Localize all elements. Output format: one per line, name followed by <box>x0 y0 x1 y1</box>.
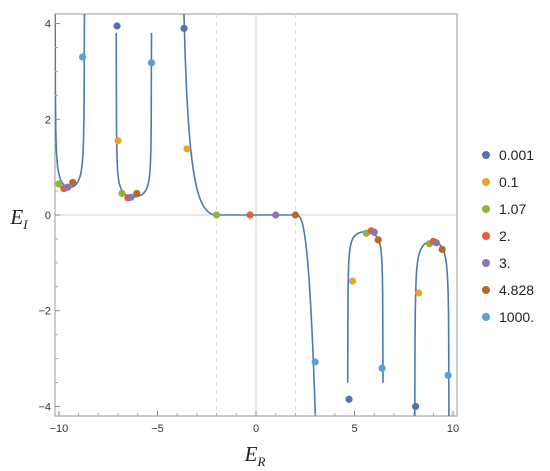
legend-label: 4.828 <box>499 282 534 298</box>
legend-label: 0.001 <box>499 147 534 163</box>
x-tick-label: 5 <box>351 423 357 435</box>
y-tick-label: −2 <box>38 306 51 318</box>
data-point <box>432 239 440 247</box>
legend-label: 3. <box>499 255 511 271</box>
legend-label: 0.1 <box>499 174 519 190</box>
x-axis-label: ER <box>244 442 266 469</box>
y-tick-label: 2 <box>45 114 51 126</box>
data-point <box>69 178 77 187</box>
data-point <box>55 180 63 188</box>
x-axis-label-main: E <box>244 442 258 466</box>
legend-marker <box>482 178 490 186</box>
axis-ticks: −10 −5 0 5 10 −4 −2 0 2 4 <box>38 19 459 435</box>
legend-marker <box>482 286 490 294</box>
data-point <box>378 364 386 372</box>
data-point <box>183 145 191 153</box>
legend-label: 2. <box>499 228 511 244</box>
data-point <box>291 211 300 219</box>
y-axis-label-main: E <box>9 205 23 229</box>
y-tick-label: −4 <box>38 401 51 413</box>
legend-marker <box>482 205 490 213</box>
data-point <box>414 289 423 297</box>
data-point <box>370 228 378 236</box>
data-point <box>272 211 280 219</box>
legend-marker <box>482 151 490 159</box>
data-point <box>180 24 188 32</box>
data-point <box>212 211 221 219</box>
data-point <box>412 402 420 411</box>
curve-branch-central <box>183 14 317 416</box>
y-axis-label-subscript: I <box>22 217 28 232</box>
data-point <box>147 59 156 67</box>
legend: 0.001 0.1 1.07 2. 3. 4.828 1000. <box>482 147 534 325</box>
data-point <box>444 371 452 379</box>
legend-label: 1000. <box>499 309 534 325</box>
legend-marker <box>482 259 490 267</box>
data-point <box>374 236 382 244</box>
data-point <box>438 245 446 254</box>
data-point <box>133 189 141 198</box>
data-point <box>118 189 126 198</box>
data-point <box>78 53 87 61</box>
axis-labels: ER EI <box>9 205 265 469</box>
y-tick-label: 0 <box>45 210 51 222</box>
data-point <box>114 137 122 145</box>
x-tick-label: 10 <box>447 423 459 435</box>
x-tick-label: −10 <box>50 423 69 435</box>
data-point <box>64 183 72 191</box>
data-points <box>55 22 452 411</box>
data-point <box>246 211 254 219</box>
legend-marker <box>482 313 490 321</box>
x-tick-label: −5 <box>151 423 164 435</box>
y-tick-label: 4 <box>45 19 51 31</box>
data-point <box>113 22 121 30</box>
x-axis-label-subscript: R <box>256 454 265 469</box>
data-point <box>345 395 353 403</box>
x-tick-label: 0 <box>253 423 259 435</box>
data-point <box>311 358 319 366</box>
legend-marker <box>482 232 490 240</box>
data-point <box>348 277 357 285</box>
y-axis-label: EI <box>9 205 28 232</box>
data-point <box>127 193 135 201</box>
legend-label: 1.07 <box>499 201 526 217</box>
